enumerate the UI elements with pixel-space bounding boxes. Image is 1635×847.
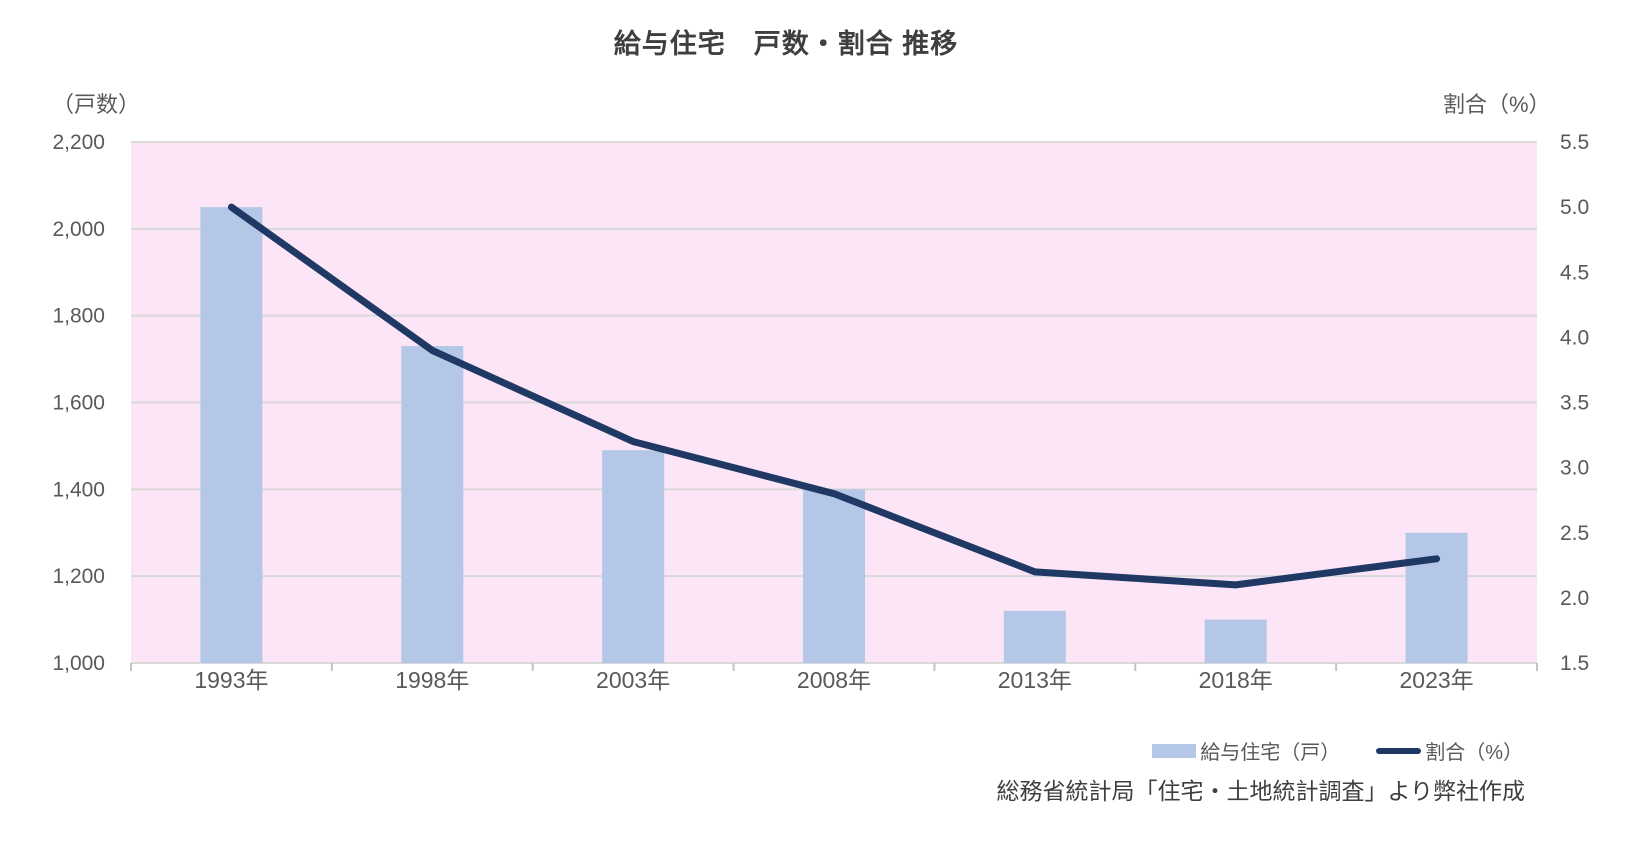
right-axis-tick-label: 5.0 — [1560, 196, 1589, 219]
chart-legend: 給与住宅（戸） 割合（%） — [1152, 736, 1523, 765]
bar-series-label: 給与住宅（戸） — [1200, 742, 1341, 764]
x-axis-label: 2018年 — [1199, 667, 1273, 693]
bar-1998年 — [401, 346, 464, 663]
right-axis-tick-label: 4.0 — [1560, 326, 1589, 349]
right-axis-tick-label: 1.5 — [1560, 652, 1589, 675]
left-axis-tick-label: 2,200 — [52, 131, 105, 154]
bar-series-swatch — [1152, 743, 1197, 758]
legend-item-bar: 給与住宅（戸） — [1152, 736, 1340, 765]
left-axis-tick-label: 1,800 — [52, 305, 105, 328]
right-axis-unit-label: 割合（%） — [1443, 92, 1551, 117]
left-axis-tick-label: 1,000 — [52, 652, 105, 675]
bar-2003年 — [602, 450, 665, 663]
line-series-label: 割合（%） — [1425, 742, 1523, 764]
x-axis-label: 1998年 — [395, 667, 469, 693]
x-axis-label: 1993年 — [194, 667, 268, 693]
left-axis-tick-label: 1,200 — [52, 565, 105, 588]
right-axis-tick-label: 2.0 — [1560, 587, 1589, 610]
x-axis-label: 2008年 — [797, 667, 871, 693]
chart-title: 給与住宅 戸数・割合 推移 — [613, 29, 959, 59]
right-axis-tick-label: 2.5 — [1560, 522, 1589, 545]
right-axis-tick-label: 3.5 — [1560, 392, 1589, 415]
left-axis-tick-label: 1,600 — [52, 392, 105, 415]
right-axis-tick-label: 4.5 — [1560, 261, 1589, 284]
ratio-line — [227, 203, 1441, 589]
x-axis-label: 2003年 — [596, 667, 670, 693]
bar-2013年 — [1003, 610, 1066, 663]
source-note: 総務省統計局「住宅・土地統計調査」より弊社作成 — [996, 778, 1525, 804]
legend-item-line: 割合（%） — [1376, 736, 1523, 765]
bar-2008年 — [803, 489, 865, 663]
bar-2023年 — [1405, 532, 1468, 663]
right-axis-tick-label: 3.0 — [1560, 457, 1589, 480]
x-axis-label: 2013年 — [998, 667, 1072, 693]
bar-2018年 — [1204, 619, 1267, 663]
left-axis-tick-label: 1,400 — [52, 478, 105, 501]
line-series-swatch — [1376, 747, 1422, 754]
left-axis-tick-label: 2,000 — [52, 218, 105, 241]
right-axis-tick-label: 5.5 — [1560, 131, 1589, 154]
x-axis-label: 2023年 — [1399, 667, 1473, 693]
bar-1993年 — [200, 207, 263, 663]
left-axis-unit-label: （戸数） — [52, 92, 141, 117]
